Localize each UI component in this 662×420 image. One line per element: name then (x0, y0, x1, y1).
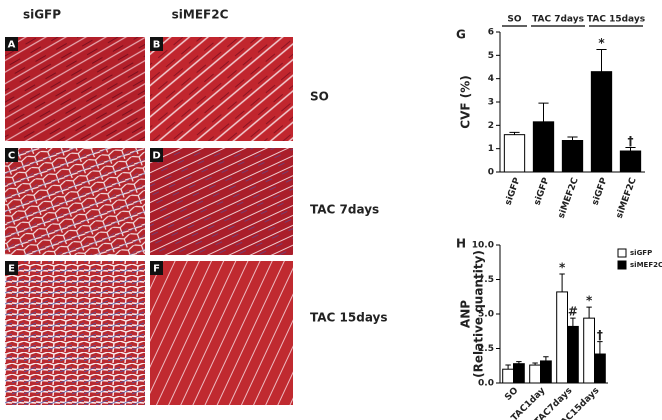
bar (532, 121, 555, 173)
y-tick-label: 5 (488, 51, 494, 61)
y-tick-label: 1 (488, 144, 494, 154)
y-tick-label: 4 (488, 74, 494, 84)
error-bar (509, 131, 520, 135)
panel-badge (150, 148, 163, 162)
panel-letter: E (8, 264, 15, 275)
bar (567, 325, 579, 384)
row-label: TAC 15days (310, 311, 388, 325)
error-bar (532, 362, 538, 366)
bar (529, 364, 542, 384)
error-bar (570, 317, 576, 327)
significance-mark: * (598, 36, 605, 50)
significance-mark: # (568, 305, 578, 319)
y-axis-label: (Relative quantity) (472, 250, 486, 378)
legend-swatch (617, 248, 627, 258)
panel-badge (150, 261, 163, 275)
error-bar (597, 341, 603, 355)
bar (556, 291, 569, 384)
error-bar (596, 49, 607, 72)
histology (5, 37, 293, 405)
row-label: SO (310, 90, 329, 104)
bar (540, 360, 552, 384)
bar (590, 71, 613, 173)
significance-mark: † (628, 134, 634, 148)
y-tick-label: 0.0 (478, 379, 494, 389)
bar (619, 150, 642, 173)
bar (561, 140, 584, 173)
column-heading: siMEF2C (172, 8, 229, 22)
x-tick-label: SO (503, 386, 520, 403)
bar (594, 353, 606, 384)
panel-badge (5, 37, 18, 51)
panel-letter: A (8, 40, 16, 51)
error-bar (586, 306, 592, 319)
bar (513, 363, 525, 384)
group-label: TAC 7days (532, 15, 584, 25)
x-tick-label: siGFP (532, 176, 551, 207)
y-tick-label: 10.0 (472, 241, 494, 251)
significance-mark: † (597, 328, 603, 342)
panel-badge (150, 37, 163, 51)
x-tick-label: siMEF2C (557, 176, 581, 220)
y-tick-label: 6 (488, 28, 494, 38)
x-tick-label: siGFP (503, 176, 522, 207)
image (5, 148, 145, 255)
image (150, 148, 293, 255)
legend-label: siGFP (630, 249, 652, 257)
error-bar (625, 147, 636, 151)
panel-label: G (456, 28, 466, 42)
group-label: TAC 15days (587, 15, 645, 25)
bar (503, 134, 526, 173)
error-bar (559, 273, 565, 292)
significance-mark: * (559, 260, 566, 274)
legend-label: siMEF2C (630, 261, 662, 269)
y-tick-label: 0 (488, 168, 494, 178)
column-heading: siGFP (23, 8, 61, 22)
panel-badge (5, 261, 18, 275)
error-bar (543, 356, 549, 361)
image (150, 37, 293, 141)
y-axis-label: CVF (%) (459, 75, 473, 128)
panel-letter: D (152, 151, 160, 162)
error-bar (567, 136, 578, 141)
y-tick-label: 2 (488, 121, 494, 131)
bar (583, 317, 596, 384)
error-bar (538, 102, 549, 122)
panel-letter: C (8, 151, 15, 162)
y-tick-label: 5.0 (478, 310, 494, 320)
significance-mark: * (586, 294, 593, 308)
y-tick-label: 2.5 (478, 344, 494, 354)
y-axis-label: ANP (459, 300, 473, 328)
row-label: TAC 7days (310, 203, 379, 217)
group-label: SO (507, 15, 521, 25)
panel-badge (5, 148, 18, 162)
panel-label: H (456, 237, 466, 251)
error-bar (516, 361, 522, 364)
y-tick-label: 3 (488, 98, 494, 108)
error-bar (505, 364, 511, 370)
image (5, 261, 145, 405)
image (150, 261, 293, 405)
panel-letter: B (153, 40, 161, 51)
bar (502, 368, 515, 384)
y-tick-label: 7.5 (478, 275, 494, 285)
x-tick-label: siGFP (590, 176, 609, 207)
x-tick-label: siMEF2C (615, 176, 639, 220)
legend-swatch (617, 260, 627, 270)
panel-letter: F (153, 264, 160, 275)
image (5, 37, 145, 141)
